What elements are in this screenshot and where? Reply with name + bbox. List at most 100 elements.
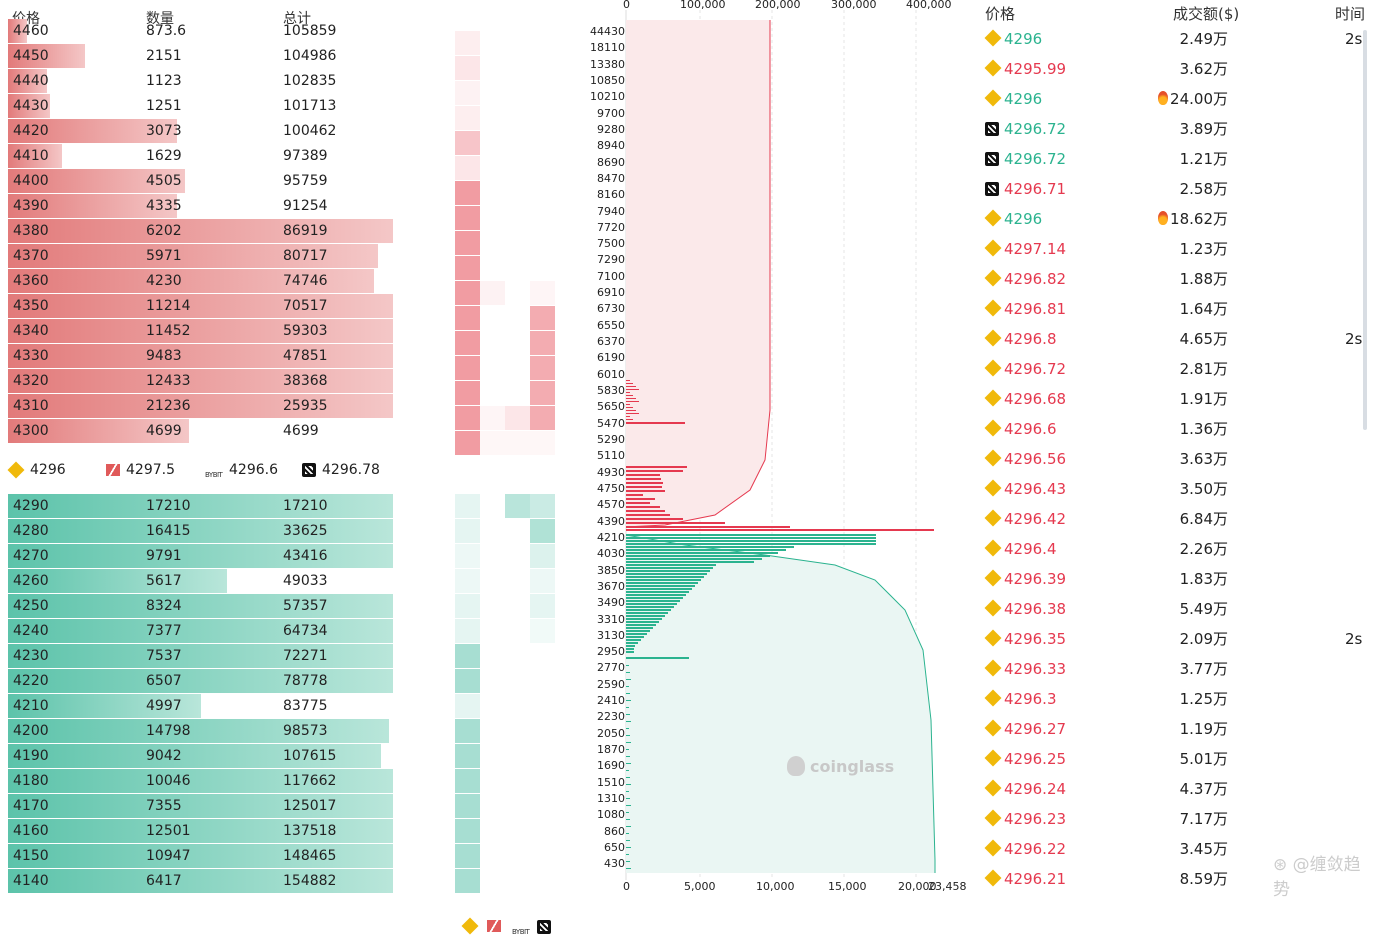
trade-row[interactable]: 4296.22 3.45万	[983, 839, 1368, 869]
bid-price: 4250	[13, 598, 49, 614]
trade-row[interactable]: 4297.14 1.23万	[983, 239, 1368, 269]
trade-amount-value: 1.36万	[1179, 420, 1228, 438]
trade-row[interactable]: 4296.35 2.09万 2s	[983, 629, 1368, 659]
trades-header-price: 价格	[985, 5, 1016, 23]
bid-volume-bar	[626, 621, 659, 623]
trade-row[interactable]: 4296.43 3.50万	[983, 479, 1368, 509]
bid-row[interactable]: 4200 14798 98573	[8, 719, 393, 744]
ask-depth-bar	[8, 319, 393, 343]
bid-row[interactable]: 4270 9791 43416	[8, 544, 393, 569]
trade-row[interactable]: 4296.72 2.81万	[983, 359, 1368, 389]
ask-row[interactable]: 4420 3073 100462	[8, 119, 393, 144]
bid-row[interactable]: 4260 5617 49033	[8, 569, 393, 594]
trade-row[interactable]: 4296 2.49万 2s	[983, 29, 1368, 59]
bid-row[interactable]: 4180 10046 117662	[8, 769, 393, 794]
bid-row[interactable]: 4230 7537 72271	[8, 644, 393, 669]
ask-qty: 3073	[146, 123, 182, 139]
bid-depth-bar	[8, 769, 393, 793]
trade-row[interactable]: 4296 24.00万	[983, 89, 1368, 119]
ask-row[interactable]: 4330 9483 47851	[8, 344, 393, 369]
ask-row[interactable]: 4350 11214 70517	[8, 294, 393, 319]
trade-row[interactable]: 4295.99 3.62万	[983, 59, 1368, 89]
mid-price-value: 4296	[30, 462, 66, 478]
trade-row[interactable]: 4296.71 2.58万	[983, 179, 1368, 209]
bid-qty: 7355	[146, 798, 182, 814]
bid-row[interactable]: 4140 6417 154882	[8, 869, 393, 894]
ask-row[interactable]: 4430 1251 101713	[8, 94, 393, 119]
bid-row[interactable]: 4170 7355 125017	[8, 794, 393, 819]
trade-price: 4296.21	[1004, 870, 1067, 888]
ask-row[interactable]: 4450 2151 104986	[8, 44, 393, 69]
ask-row[interactable]: 4400 4505 95759	[8, 169, 393, 194]
bid-row[interactable]: 4150 10947 148465	[8, 844, 393, 869]
coinglass-logo: coinglass	[787, 756, 894, 776]
depth-chart-svg	[625, 10, 936, 880]
mid-price-huobi[interactable]: 4297.5	[106, 458, 175, 482]
bid-row[interactable]: 4250 8324 57357	[8, 594, 393, 619]
trade-price: 4296.71	[1004, 180, 1067, 198]
trade-row[interactable]: 4296.6 1.36万	[983, 419, 1368, 449]
trade-row[interactable]: 4296.38 5.49万	[983, 599, 1368, 629]
trade-amount: 3.50万	[1180, 479, 1228, 499]
bid-row[interactable]: 4220 6507 78778	[8, 669, 393, 694]
trade-row[interactable]: 4296.33 3.77万	[983, 659, 1368, 689]
heatmap-cell	[455, 356, 480, 380]
bid-volume-bar	[626, 819, 630, 820]
bid-row[interactable]: 4210 4997 83775	[8, 694, 393, 719]
ask-row[interactable]: 4360 4230 74746	[8, 269, 393, 294]
ask-cumulative-line	[625, 20, 771, 528]
bid-row[interactable]: 4160 12501 137518	[8, 819, 393, 844]
trade-row[interactable]: 4296.23 7.17万	[983, 809, 1368, 839]
trade-row[interactable]: 4296.82 1.88万	[983, 269, 1368, 299]
trade-row[interactable]: 4296.21 8.59万	[983, 869, 1368, 899]
heatmap-cell	[530, 494, 555, 518]
trade-row[interactable]: 4296.72 3.89万	[983, 119, 1368, 149]
bid-row[interactable]: 4240 7377 64734	[8, 619, 393, 644]
trade-row[interactable]: 4296.39 1.83万	[983, 569, 1368, 599]
trade-row[interactable]: 4296.25 5.01万	[983, 749, 1368, 779]
trade-amount-value: 2.26万	[1179, 540, 1228, 558]
trade-row[interactable]: 4296.81 1.64万	[983, 299, 1368, 329]
trade-row[interactable]: 4296 18.62万	[983, 209, 1368, 239]
ask-row[interactable]: 4340 11452 59303	[8, 319, 393, 344]
ask-row[interactable]: 4440 1123 102835	[8, 69, 393, 94]
bid-row[interactable]: 4290 17210 17210	[8, 494, 393, 519]
depth-y-tick: 10850	[590, 73, 625, 87]
trade-row[interactable]: 4296.56 3.63万	[983, 449, 1368, 479]
ask-row[interactable]: 4300 4699 4699	[8, 419, 393, 444]
ask-total: 97389	[283, 148, 328, 164]
ask-row[interactable]: 4380 6202 86919	[8, 219, 393, 244]
trade-row[interactable]: 4296.42 6.84万	[983, 509, 1368, 539]
mid-price-bybit[interactable]: BYBIT 4296.6	[205, 458, 278, 482]
depth-y-tick: 2950	[597, 645, 625, 659]
mid-price-okx[interactable]: 4296.78	[302, 458, 380, 482]
trade-row[interactable]: 4296.24 4.37万	[983, 779, 1368, 809]
trade-row[interactable]: 4296.68 1.91万	[983, 389, 1368, 419]
bid-row[interactable]: 4280 16415 33625	[8, 519, 393, 544]
heatmap-cell	[455, 569, 480, 593]
ask-row[interactable]: 4390 4335 91254	[8, 194, 393, 219]
binance-icon	[984, 689, 1002, 707]
trade-amount-value: 3.62万	[1179, 60, 1228, 78]
ask-total: 91254	[283, 198, 328, 214]
ask-row[interactable]: 4410 1629 97389	[8, 144, 393, 169]
bid-row[interactable]: 4190 9042 107615	[8, 744, 393, 769]
trade-row[interactable]: 4296.3 1.25万	[983, 689, 1368, 719]
ask-row[interactable]: 4370 5971 80717	[8, 244, 393, 269]
trades-scrollbar[interactable]	[1363, 30, 1367, 430]
ask-volume-bar	[626, 392, 630, 393]
trade-row[interactable]: 4296.4 2.26万	[983, 539, 1368, 569]
binance-icon	[984, 389, 1002, 407]
bid-volume-bar	[626, 612, 668, 614]
trade-row[interactable]: 4296.72 1.21万	[983, 149, 1368, 179]
trade-row[interactable]: 4296.27 1.19万	[983, 719, 1368, 749]
ask-row[interactable]: 4310 21236 25935	[8, 394, 393, 419]
ask-row[interactable]: 4460 873.6 105859	[8, 19, 393, 44]
trade-row[interactable]: 4296.8 4.65万 2s	[983, 329, 1368, 359]
depth-y-tick: 5470	[597, 416, 625, 430]
heatmap-cell	[455, 131, 480, 155]
bid-volume-bar	[626, 534, 876, 536]
ask-row[interactable]: 4320 12433 38368	[8, 369, 393, 394]
bid-depth-bar	[8, 494, 393, 518]
mid-price-binance[interactable]: 4296	[7, 458, 66, 482]
